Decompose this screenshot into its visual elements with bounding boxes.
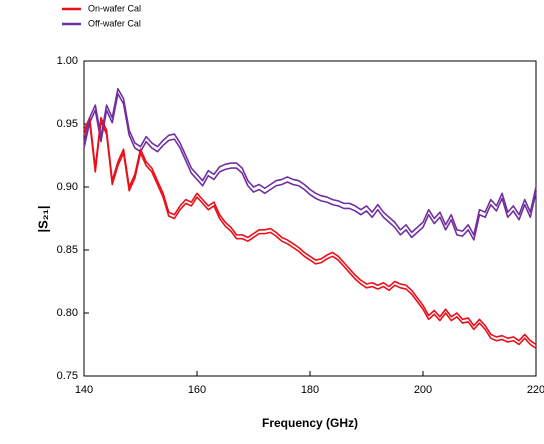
y-tick-label: 0.80 — [57, 307, 78, 319]
y-tick-label: 0.95 — [57, 118, 78, 130]
x-axis-label: Frequency (GHz) — [262, 416, 358, 430]
legend-label: On-wafer Cal — [88, 3, 141, 13]
x-tick-label: 200 — [414, 384, 432, 396]
data-line — [83, 120, 537, 349]
y-tick-label: 0.85 — [57, 244, 78, 256]
data-line — [83, 87, 537, 236]
y-tick-label: 0.75 — [57, 370, 78, 382]
y-axis-label: |S₂₁| — [35, 205, 50, 232]
legend-label: Off-wafer Cal — [88, 18, 141, 28]
x-tick-label: 180 — [301, 384, 319, 396]
x-tick-label: 140 — [75, 384, 93, 396]
y-tick-label: 1.00 — [57, 55, 78, 67]
data-line — [83, 92, 537, 241]
x-tick-label: 160 — [188, 384, 206, 396]
data-line — [83, 116, 537, 346]
x-tick-label: 220 — [527, 384, 544, 396]
y-tick-label: 0.90 — [57, 181, 78, 193]
